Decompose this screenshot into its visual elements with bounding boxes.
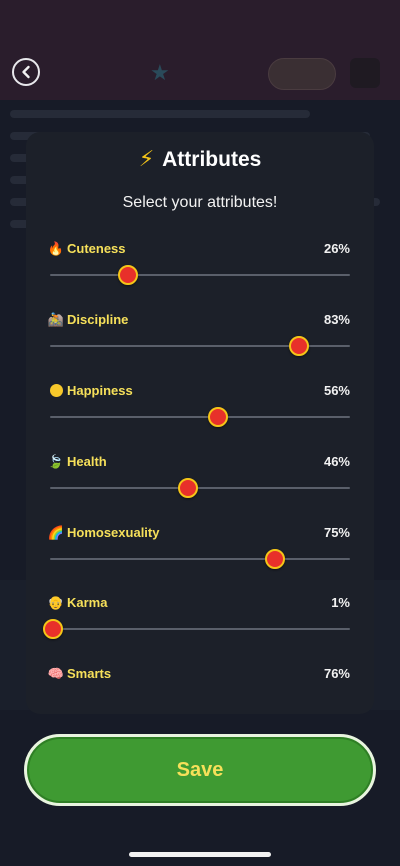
attribute-row-cuteness: 🔥 Cuteness 26% xyxy=(26,238,374,298)
attribute-value-discipline: 83% xyxy=(323,312,350,327)
attribute-value-cuteness: 26% xyxy=(323,241,350,256)
back-button[interactable] xyxy=(12,58,40,86)
slider-track-homosexuality[interactable] xyxy=(50,549,350,569)
attribute-label-happiness: Happiness xyxy=(67,383,133,398)
background-cat-avatar xyxy=(350,58,380,88)
slider-thumb-cuteness[interactable] xyxy=(118,265,138,285)
attribute-label-health: Health xyxy=(67,454,107,469)
old-person-icon: 👴 xyxy=(47,595,65,610)
background-top-bar xyxy=(0,0,400,100)
slider-track-discipline[interactable] xyxy=(50,336,350,356)
slider-track-happiness[interactable] xyxy=(50,407,350,427)
attribute-label-cuteness: Cuteness xyxy=(67,241,126,256)
leaf-icon: 🍃 xyxy=(47,454,65,469)
save-button-label: Save xyxy=(176,758,224,781)
attribute-label-homosexuality: Homosexuality xyxy=(67,525,160,540)
slider-track-health[interactable] xyxy=(50,478,350,498)
rainbow-icon: 🌈 xyxy=(47,525,65,540)
background-star-icon: ★ xyxy=(150,60,170,85)
chevron-left-icon xyxy=(20,65,32,79)
slider-track-karma[interactable] xyxy=(43,619,350,639)
smile-icon xyxy=(47,382,65,400)
lightning-icon: ⚡ xyxy=(138,146,155,171)
background-trophy-badge xyxy=(268,58,336,90)
slider-track-cuteness[interactable] xyxy=(50,265,350,285)
attribute-label-discipline: Discipline xyxy=(67,312,129,327)
modal-title: ⚡ Attributes xyxy=(26,146,374,172)
attribute-row-discipline: 🚵 Discipline 83% xyxy=(26,309,374,369)
attribute-row-homosexuality: 🌈 Homosexuality 75% xyxy=(26,522,374,582)
home-indicator xyxy=(129,852,271,857)
modal-title-text: Attributes xyxy=(162,148,262,171)
slider-thumb-discipline[interactable] xyxy=(289,336,309,356)
save-button[interactable]: Save xyxy=(24,734,376,806)
attribute-row-health: 🍃 Health 46% xyxy=(26,451,374,511)
attribute-value-smarts: 76% xyxy=(323,666,350,681)
attribute-label-karma: Karma xyxy=(67,595,108,610)
slider-thumb-health[interactable] xyxy=(178,478,198,498)
attribute-value-health: 46% xyxy=(323,454,350,469)
attribute-row-happiness: Happiness 56% xyxy=(26,380,374,440)
modal-subtitle: Select your attributes! xyxy=(122,194,278,211)
attribute-value-karma: 1% xyxy=(331,595,350,610)
biker-icon: 🚵 xyxy=(47,312,65,327)
slider-thumb-homosexuality[interactable] xyxy=(265,549,285,569)
fire-icon: 🔥 xyxy=(47,241,65,256)
attribute-row-smarts: 🧠 Smarts 76% xyxy=(26,663,374,714)
attribute-value-homosexuality: 75% xyxy=(323,525,350,540)
slider-thumb-happiness[interactable] xyxy=(208,407,228,427)
attribute-value-happiness: 56% xyxy=(323,383,350,398)
attributes-modal: ⚡ Attributes Select your attributes! 🔥 Cu… xyxy=(26,132,374,714)
attribute-row-karma: 👴 Karma 1% xyxy=(26,592,374,652)
slider-thumb-karma[interactable] xyxy=(43,619,63,639)
brain-icon: 🧠 xyxy=(47,666,65,681)
attribute-label-smarts: Smarts xyxy=(67,666,112,681)
